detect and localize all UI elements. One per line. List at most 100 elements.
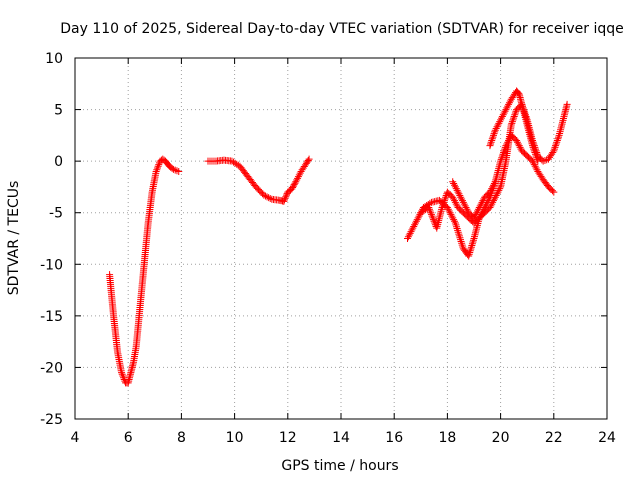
data-point: [474, 205, 482, 213]
data-point: [410, 222, 418, 230]
data-point: [412, 217, 420, 225]
data-point: [453, 186, 461, 194]
data-point: [469, 236, 477, 244]
data-point: [548, 187, 556, 195]
data-point: [427, 210, 435, 218]
data-point: [405, 231, 413, 239]
data-point: [549, 148, 557, 156]
data-point: [490, 197, 498, 205]
data-point: [497, 116, 505, 124]
data-point: [477, 200, 485, 208]
data-point: [474, 207, 482, 215]
x-tick-label: 4: [71, 430, 80, 446]
data-point: [502, 106, 510, 114]
data-point: [440, 197, 448, 205]
data-point: [489, 183, 497, 191]
data-point: [456, 192, 464, 200]
data-point: [449, 178, 457, 186]
data-point: [451, 183, 459, 191]
data-point: [468, 240, 476, 248]
data-point: [563, 100, 571, 108]
data-point: [529, 159, 537, 167]
data-point: [491, 126, 499, 134]
data-point: [450, 181, 458, 189]
y-tick-label: 10: [45, 51, 63, 67]
data-point: [500, 149, 508, 157]
data-point: [413, 216, 421, 224]
data-point: [450, 216, 458, 224]
data-point: [430, 217, 438, 225]
data-point: [498, 112, 506, 120]
data-point: [554, 135, 562, 143]
data-point: [406, 229, 414, 237]
data-point: [550, 145, 558, 153]
data-point: [490, 181, 498, 189]
data-point: [516, 143, 524, 151]
y-tick-label: -25: [40, 412, 63, 428]
data-point: [541, 156, 549, 164]
data-point: [492, 192, 500, 200]
y-tick-label: -20: [40, 360, 63, 376]
data-point: [489, 198, 497, 206]
data-point: [531, 162, 539, 170]
axis-ticks: [74, 57, 608, 420]
data-point: [529, 143, 537, 151]
data-point: [491, 178, 499, 186]
x-tick-label: 24: [598, 430, 616, 446]
data-point: [449, 214, 457, 222]
data-point: [409, 224, 417, 232]
data-point: [414, 214, 422, 222]
data-point: [530, 161, 538, 169]
data-point: [304, 156, 312, 164]
data-point: [461, 202, 469, 210]
data-point: [426, 199, 434, 207]
data-point: [291, 179, 299, 187]
data-point: [551, 143, 559, 151]
data-point: [510, 112, 518, 120]
data-point: [553, 138, 561, 146]
data-point: [493, 123, 501, 131]
data-point: [265, 194, 273, 202]
data-point: [450, 195, 458, 203]
data-point: [507, 121, 515, 129]
data-point: [290, 181, 298, 189]
data-point: [460, 200, 468, 208]
data-point: [532, 164, 540, 172]
data-point: [508, 118, 516, 126]
data-point: [486, 142, 494, 150]
data-point: [488, 200, 496, 208]
data-point: [505, 100, 513, 108]
data-point: [472, 210, 480, 218]
data-point: [475, 204, 483, 212]
data-point: [458, 197, 466, 205]
data-point: [153, 164, 161, 172]
data-point: [282, 191, 290, 199]
x-tick-label: 20: [492, 430, 510, 446]
data-point: [498, 152, 506, 160]
data-point: [154, 162, 162, 170]
data-point: [513, 138, 521, 146]
data-point: [289, 184, 297, 192]
data-point: [491, 193, 499, 201]
data-point: [454, 188, 462, 196]
data-point: [407, 228, 415, 236]
data-point: [534, 157, 542, 165]
data-point: [445, 207, 453, 215]
series-segment-2: [204, 155, 313, 205]
data-point: [495, 119, 503, 127]
y-axis-label: SDTVAR / TECUs: [6, 181, 22, 296]
data-point: [404, 233, 412, 241]
data-point: [425, 205, 433, 213]
data-point: [294, 174, 302, 182]
data-point: [169, 165, 177, 173]
data-point: [452, 185, 460, 193]
y-tick-label: -15: [40, 309, 63, 325]
data-point: [441, 195, 449, 203]
data-point: [305, 155, 313, 163]
data-point: [488, 185, 496, 193]
data-point: [491, 128, 499, 136]
data-point: [487, 140, 495, 148]
data-point: [469, 238, 477, 246]
data-point: [508, 119, 516, 127]
data-point: [514, 140, 522, 148]
